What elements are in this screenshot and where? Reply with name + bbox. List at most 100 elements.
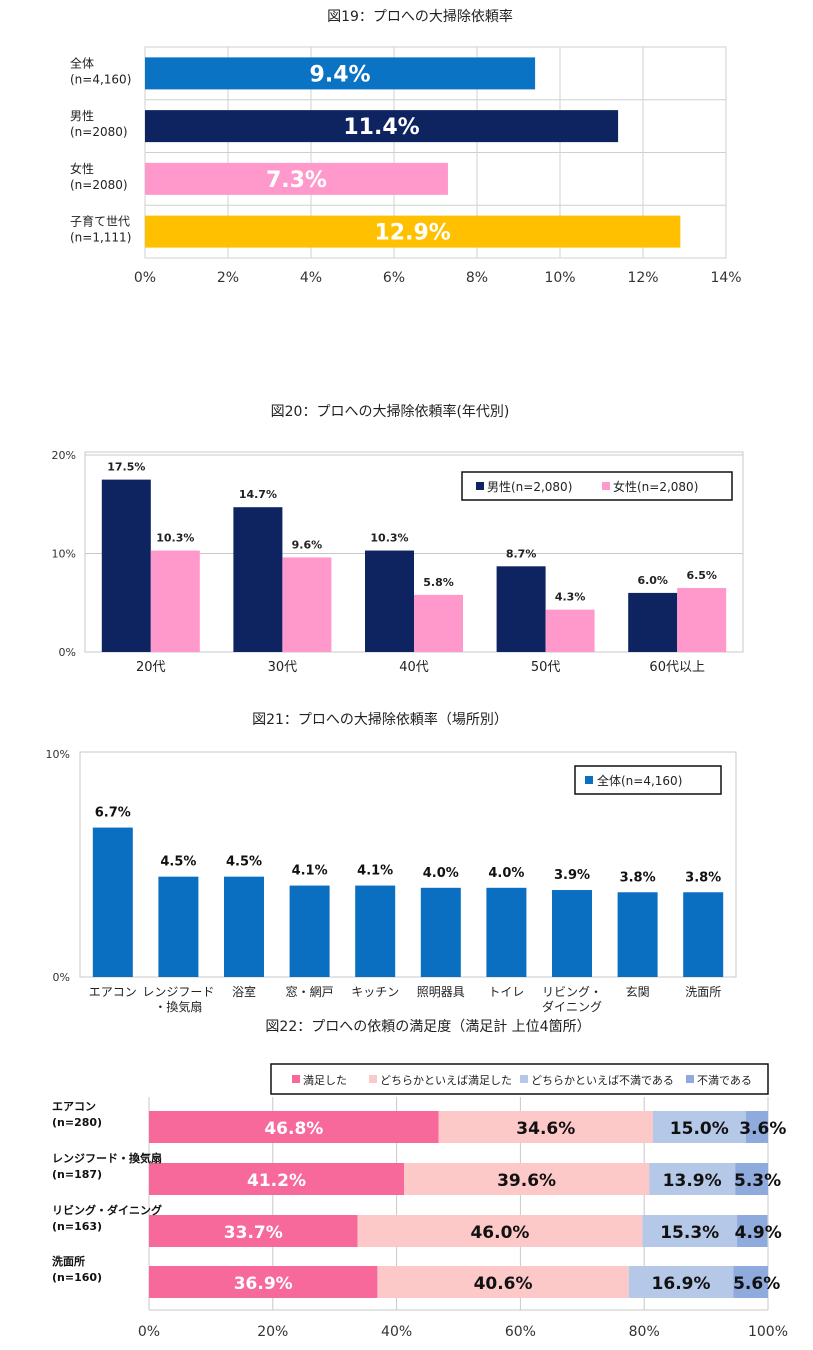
chart22-bar-segment [735, 1163, 768, 1195]
chart22-category-label: (n=280) [52, 1116, 102, 1129]
chart22-legend-label: どちらかといえば不満である [531, 1074, 674, 1087]
chart19-category-label: (n=4,160) [70, 72, 131, 86]
chart20-bar [496, 566, 546, 652]
chart22-data-label: 16.9% [652, 1274, 711, 1294]
chart22-bar-segment [404, 1163, 650, 1195]
chart19-category-label: 男性 [70, 109, 94, 123]
chart21-x-tick: トイレ [488, 985, 524, 999]
chart20-group: 0% 10% 20% 17.5% 10.3% 20代 14.7% 9.6% 30代 10.3% 5.… [52, 449, 743, 675]
chart20-y-tick: 20% [52, 449, 76, 462]
chart22-group: 0% 20% 40% 60% 80% 100% 46.8% 34.6% 15.0% 3.6% エアコ… [52, 1063, 788, 1340]
chart22-data-label: 36.9% [234, 1274, 293, 1294]
chart19-category-label: 全体 [70, 55, 94, 70]
chart22-bar-segment [733, 1266, 768, 1298]
chart19-category-label: (n=2080) [70, 125, 128, 139]
chart21-x-tick: 浴室 [232, 984, 256, 999]
chart22-bar-segment [642, 1215, 738, 1247]
chart21-x-tick: 洗面所 [685, 985, 721, 999]
chart21-x-tick: リビング・ [542, 985, 602, 999]
chart21-data-label: 4.1% [292, 864, 328, 879]
chart19-bar [145, 110, 619, 143]
chart22-bar-segment [149, 1163, 405, 1195]
chart22-category-label: エアコン [52, 1100, 96, 1113]
chart22-x-tick: 60% [505, 1324, 536, 1340]
chart19-category-label: 女性 [70, 161, 94, 176]
chart20-data-label: 14.7% [239, 488, 277, 501]
chart21-data-label: 3.9% [554, 868, 590, 883]
chart21-bar [289, 885, 330, 977]
chart22-legend [270, 1063, 769, 1095]
chart22-data-label: 13.9% [663, 1171, 722, 1191]
chart22-legend-swatch [520, 1075, 528, 1083]
chart22-data-label: 34.6% [516, 1119, 575, 1139]
chart22-category-label: (n=163) [52, 1220, 102, 1233]
chart19-data-label: 11.4% [343, 115, 419, 140]
chart22-bar-segment [652, 1111, 746, 1143]
chart20-data-label: 10.3% [156, 532, 194, 545]
chart20-bar [545, 609, 595, 652]
chart21-bar [552, 890, 592, 977]
chart22-x-tick: 80% [629, 1324, 660, 1340]
chart21-legend [574, 765, 722, 795]
chart20-data-label: 17.5% [107, 461, 145, 474]
chart19-category-label: (n=2080) [70, 178, 128, 192]
chart20-y-tick: 0% [59, 646, 76, 659]
chart21-data-label: 4.1% [357, 864, 393, 879]
chart19-bar [145, 162, 448, 195]
chart21-x-tick: エアコン [89, 985, 137, 999]
chart20-bar [101, 479, 151, 652]
chart21-legend-label: 全体(n=4,160) [597, 773, 682, 788]
chart22-category-label: リビング・ダイニング [52, 1203, 162, 1217]
chart22-legend-swatch [292, 1075, 300, 1083]
chart21-x-tick: ・換気扇 [154, 999, 202, 1014]
chart21-frame [79, 751, 737, 978]
chart21-data-label: 3.8% [620, 870, 656, 885]
chart19-x-tick: 2% [217, 270, 239, 286]
chart20-x-tick: 30代 [268, 660, 298, 675]
chart20-data-label: 8.7% [506, 547, 537, 560]
chart22-data-label: 46.8% [264, 1119, 323, 1139]
chart19-x-tick: 10% [544, 270, 575, 286]
chart21-data-label: 3.8% [685, 870, 721, 885]
chart21-bar [224, 876, 264, 977]
chart19-x-tick: 4% [300, 270, 322, 286]
chart22-x-tick: 40% [381, 1324, 412, 1340]
chart20-data-label: 6.0% [637, 574, 668, 587]
chart21-x-tick: レンジフード [142, 985, 214, 999]
chart19-bar [145, 57, 536, 90]
chart21-bar [355, 885, 396, 977]
chart21-y-tick: 0% [53, 971, 70, 984]
chart22-x-tick: 0% [138, 1324, 160, 1340]
chart22-category-label: 洗面所 [52, 1254, 85, 1268]
chart22-legend-label: 不満である [697, 1074, 752, 1087]
chart19-x-tick: 6% [383, 270, 405, 286]
chart21-data-label: 4.0% [423, 866, 459, 881]
chart21-title: 図21：プロへの大掃除依頼率（場所別） [252, 711, 508, 728]
chart20-title: 図20：プロへの大掃除依頼率(年代別) [271, 403, 510, 420]
chart22-data-label: 39.6% [497, 1171, 556, 1191]
chart20-y-tick: 10% [52, 548, 76, 561]
chart22-data-label: 41.2% [247, 1171, 306, 1191]
chart21-bar [617, 892, 658, 977]
chart22-bar-segment [745, 1111, 768, 1143]
chart20-x-tick: 40代 [399, 660, 429, 675]
chart22-bar-segment [438, 1111, 653, 1143]
chart19-x-tick: 12% [627, 270, 658, 286]
chart21-bar [683, 892, 724, 977]
chart22-legend-swatch [686, 1075, 694, 1083]
chart20-bar [282, 557, 332, 652]
chart22-data-label: 4.9% [735, 1223, 782, 1243]
chart21-x-tick: キッチン [351, 985, 399, 999]
chart19-title: 図19：プロへの大掃除依頼率 [327, 8, 513, 25]
chart21-bar [92, 827, 133, 977]
chart20-bar [150, 550, 200, 652]
chart21-data-label: 4.5% [160, 855, 196, 870]
chart21-group: 0% 10% 6.7% エアコン 4.5% レンジフード・換気扇 4.5% 浴室 4.1% 窓・網… [46, 748, 724, 1014]
chart21-x-tick: 窓・網戸 [286, 984, 334, 999]
chart21-data-label: 4.5% [226, 855, 262, 870]
chart19-x-tick: 14% [710, 270, 741, 286]
chart19-data-label: 12.9% [375, 221, 451, 246]
chart22-data-label: 46.0% [470, 1223, 529, 1243]
chart22-data-label: 15.0% [670, 1119, 729, 1139]
